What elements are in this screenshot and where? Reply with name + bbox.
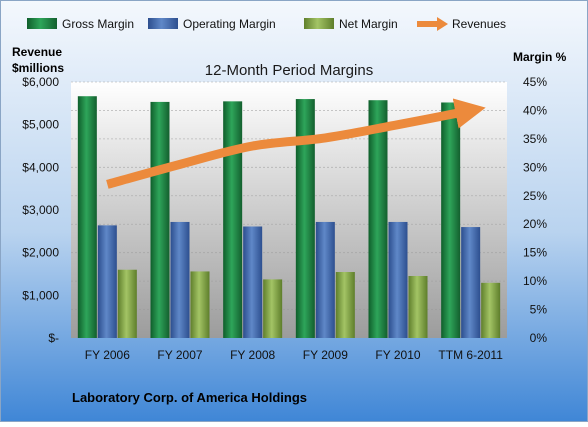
left-tick-label: $4,000 bbox=[22, 160, 59, 174]
right-tick-label: 20% bbox=[523, 217, 547, 231]
company-name: Laboratory Corp. of America Holdings bbox=[72, 390, 307, 405]
right-tick-label: 0% bbox=[530, 331, 548, 345]
bar-net-margin bbox=[117, 269, 137, 338]
left-tick-label: $- bbox=[48, 331, 59, 345]
legend-swatch-operating-margin bbox=[148, 18, 178, 29]
right-tick-label: 5% bbox=[530, 303, 548, 317]
bar-operating-margin bbox=[388, 221, 408, 338]
left-axis-label-line2: $millions bbox=[12, 61, 64, 75]
bar-net-margin bbox=[263, 279, 283, 338]
legend: Gross Margin Operating Margin Net Margin Re… bbox=[27, 17, 506, 31]
right-axis-ticks: 0% 5% 10% 15% 20% 25% 30% 35% 40% 45% bbox=[523, 75, 547, 345]
legend-arrow-revenues bbox=[437, 17, 448, 31]
right-axis-label: Margin % bbox=[513, 50, 567, 64]
bars bbox=[77, 96, 501, 339]
bar-operating-margin bbox=[97, 225, 117, 338]
legend-label-operating-margin: Operating Margin bbox=[183, 17, 276, 31]
legend-label-gross-margin: Gross Margin bbox=[62, 17, 134, 31]
right-tick-label: 45% bbox=[523, 75, 547, 89]
right-tick-label: 35% bbox=[523, 132, 547, 146]
bar-net-margin bbox=[335, 272, 355, 338]
right-tick-label: 25% bbox=[523, 189, 547, 203]
category-label: FY 2007 bbox=[157, 348, 202, 362]
legend-label-revenues: Revenues bbox=[452, 17, 506, 31]
revenues-line bbox=[106, 98, 486, 189]
legend-swatch-gross-margin bbox=[27, 18, 57, 29]
left-tick-label: $6,000 bbox=[22, 75, 59, 89]
bar-net-margin bbox=[190, 271, 210, 338]
legend-label-net-margin: Net Margin bbox=[339, 17, 398, 31]
plot-area bbox=[71, 82, 507, 338]
left-tick-label: $3,000 bbox=[22, 203, 59, 217]
bar-gross-margin bbox=[295, 99, 315, 338]
right-tick-label: 10% bbox=[523, 274, 547, 288]
bar-operating-margin bbox=[243, 226, 263, 338]
bar-operating-margin bbox=[315, 221, 335, 338]
bar-gross-margin bbox=[77, 96, 97, 338]
left-tick-label: $1,000 bbox=[22, 288, 59, 302]
bar-operating-margin bbox=[170, 221, 190, 338]
category-label: FY 2008 bbox=[230, 348, 275, 362]
bar-gross-margin bbox=[223, 101, 243, 338]
category-label: TTM 6-2011 bbox=[438, 348, 503, 362]
bar-gross-margin bbox=[368, 100, 388, 339]
left-axis-label-line1: Revenue bbox=[12, 45, 62, 59]
bar-gross-margin bbox=[150, 101, 170, 339]
right-tick-label: 15% bbox=[523, 246, 547, 260]
category-labels: FY 2006 FY 2007 FY 2008 FY 2009 FY 2010 TTM 6… bbox=[85, 348, 503, 362]
category-label: FY 2006 bbox=[85, 348, 130, 362]
left-axis-ticks: $- $1,000 $2,000 $3,000 $4,000 $5,000 $6,000 bbox=[22, 75, 59, 345]
right-tick-label: 30% bbox=[523, 160, 547, 174]
legend-swatch-net-margin bbox=[304, 18, 334, 29]
bar-net-margin bbox=[408, 275, 428, 338]
revenue-line-group bbox=[106, 98, 486, 189]
category-label: FY 2010 bbox=[375, 348, 420, 362]
bar-net-margin bbox=[481, 282, 501, 338]
chart-title: 12-Month Period Margins bbox=[205, 62, 373, 79]
bar-operating-margin bbox=[461, 227, 481, 338]
category-label: FY 2009 bbox=[303, 348, 348, 362]
bar-gross-margin bbox=[441, 102, 461, 338]
left-tick-label: $2,000 bbox=[22, 246, 59, 260]
right-tick-label: 40% bbox=[523, 103, 547, 117]
left-tick-label: $5,000 bbox=[22, 118, 59, 132]
